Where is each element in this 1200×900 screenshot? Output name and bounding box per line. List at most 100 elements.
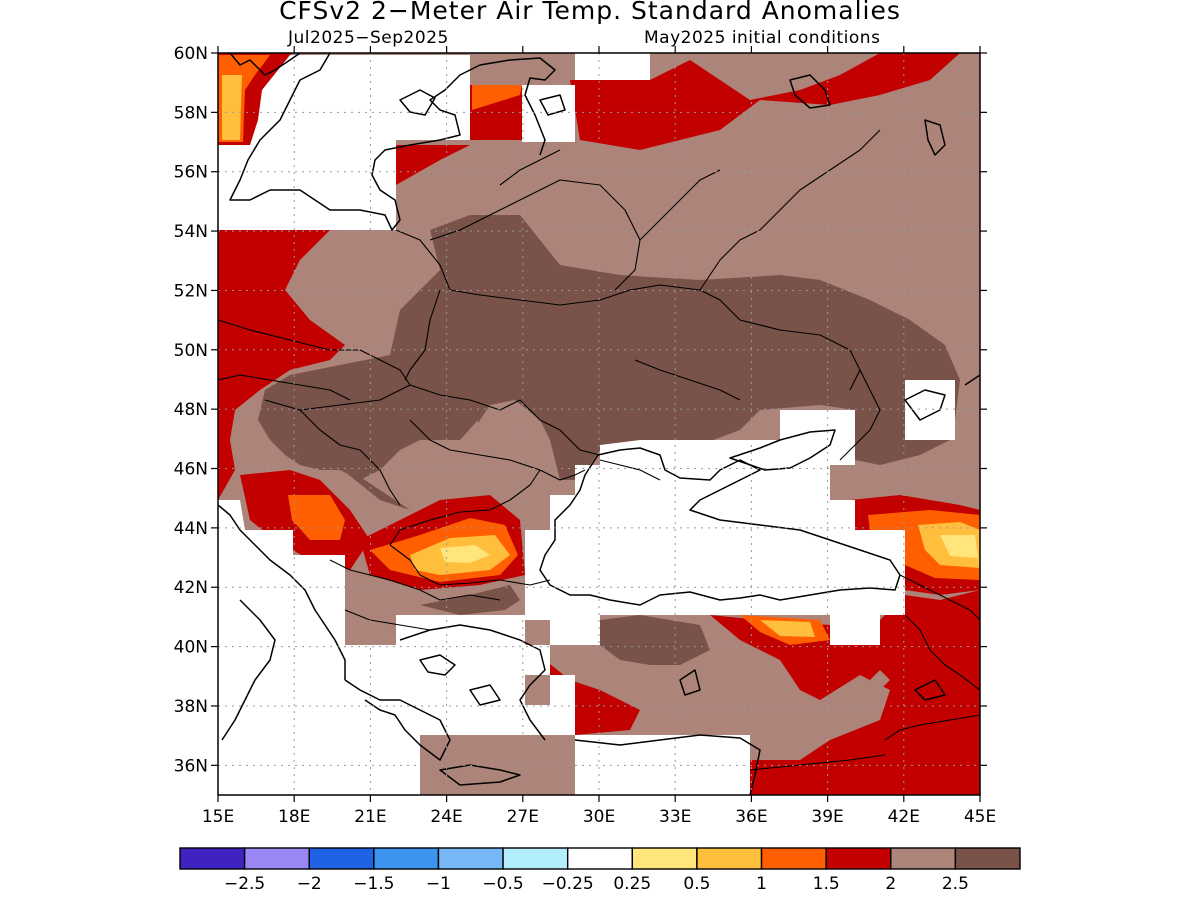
map-title: CFSv2 2−Meter Air Temp. Standard Anomali… xyxy=(279,0,901,25)
lon-tick-label: 24E xyxy=(430,807,462,827)
lat-tick-label: 56N xyxy=(174,163,208,183)
anomaly-region-1.5-to-2 xyxy=(885,720,980,795)
lon-tick-label: 18E xyxy=(278,807,310,827)
colorbar-label: −2 xyxy=(297,874,322,894)
anomaly-region-near-zero xyxy=(218,55,470,230)
lat-tick-label: 38N xyxy=(174,697,208,717)
norway-coast xyxy=(229,53,301,76)
country-border xyxy=(389,544,551,586)
lat-tick-label: 44N xyxy=(174,519,208,539)
lat-tick-label: 40N xyxy=(174,638,208,658)
country-border xyxy=(904,614,980,691)
lat-tick-label: 52N xyxy=(174,281,208,301)
anomaly-region-near-zero xyxy=(522,85,575,142)
lat-tick-label: 50N xyxy=(174,341,208,361)
colorbar-swatch xyxy=(696,847,763,870)
italy-coast xyxy=(221,599,276,741)
lon-tick-label: 33E xyxy=(659,807,691,827)
country-border xyxy=(389,469,541,546)
anomaly-fill-layer xyxy=(218,53,980,795)
lat-tick-label: 48N xyxy=(174,400,208,420)
anomaly-region-0.25-to-0.5 xyxy=(940,535,978,558)
anomaly-region-1.5-to-2 xyxy=(570,53,960,150)
lat-tick-label: 60N xyxy=(174,44,208,64)
island-coast xyxy=(419,654,456,676)
country-border xyxy=(884,714,980,741)
baltic-coast xyxy=(229,53,556,231)
coastline-layer xyxy=(218,53,980,795)
country-border xyxy=(749,754,886,771)
anomaly-region-near-zero xyxy=(575,735,750,795)
country-border xyxy=(699,129,881,291)
lake-coast xyxy=(914,679,946,701)
lat-tick-label: 42N xyxy=(174,578,208,598)
caspian-coast xyxy=(964,374,980,386)
lon-tick-label: 36E xyxy=(735,807,767,827)
anomaly-region-near-zero xyxy=(470,53,650,80)
colorbar-label: 1.5 xyxy=(813,874,840,894)
country-border xyxy=(899,574,980,621)
forecast-period: Jul2025−Sep2025 xyxy=(288,28,449,48)
saaremaa-coast xyxy=(539,94,566,116)
lon-tick-label: 15E xyxy=(202,807,234,827)
colorbar-swatch xyxy=(308,847,375,870)
anomaly-region-1.5-to-2 xyxy=(396,145,470,185)
country-border xyxy=(839,369,881,461)
colorbar-label: −1 xyxy=(426,874,451,894)
country-borders-layer xyxy=(218,129,980,771)
anomaly-region-2-to-2.5 xyxy=(460,420,478,440)
lat-tick-label: 46N xyxy=(174,460,208,480)
river xyxy=(634,359,741,401)
azov-coast xyxy=(729,429,836,471)
colorbar-label: −0.5 xyxy=(482,874,523,894)
lat-tick-label: 54N xyxy=(174,222,208,242)
lat-tick-label: 36N xyxy=(174,756,208,776)
colorbar-swatch xyxy=(243,847,310,870)
lon-tick-label: 45E xyxy=(964,807,996,827)
colorbar-label: −0.25 xyxy=(542,874,594,894)
lon-tick-label: 30E xyxy=(583,807,615,827)
lon-tick-label: 39E xyxy=(811,807,843,827)
colorbar-swatch xyxy=(437,847,504,870)
colorbar-swatch xyxy=(179,847,246,870)
anomaly-region-above-2.5 xyxy=(258,215,960,480)
anomaly-region-0.5-to-1 xyxy=(222,75,242,140)
colorbar-swatch xyxy=(760,847,827,870)
lake-coast xyxy=(679,669,701,696)
map-gridlines xyxy=(218,53,980,795)
colorbar-label: 0.25 xyxy=(613,874,651,894)
map-axes: 60N 58N 56N 54N 52N 50N 48N 46N 44N 42N 40N 38N 36N 1… xyxy=(174,44,997,827)
gotland-coast xyxy=(399,89,436,116)
anomaly-region-near-zero xyxy=(218,500,575,795)
anomaly-region-above-2.5 xyxy=(270,440,420,530)
colorbar-swatch xyxy=(825,847,892,870)
island-coast xyxy=(469,684,501,706)
lon-tick-label: 27E xyxy=(507,807,539,827)
anomaly-region-1-to-1.5 xyxy=(472,85,522,110)
country-border xyxy=(519,399,601,456)
colorbar-swatch xyxy=(890,847,957,870)
colorbar-label: −2.5 xyxy=(224,874,265,894)
colorbar-label: 2 xyxy=(885,874,896,894)
turkey-south-coast xyxy=(574,734,761,795)
colorbar-label: 0.5 xyxy=(683,874,710,894)
lake-coast xyxy=(789,74,831,109)
country-border xyxy=(429,179,641,291)
country-border xyxy=(329,559,501,601)
country-border xyxy=(639,169,721,241)
colorbar-label: 1 xyxy=(756,874,767,894)
adriatic-coast xyxy=(218,504,346,680)
country-border xyxy=(409,419,586,481)
colorbar: −2.5 −2 −1.5 −1 −0.5 −0.25 0.25 0.5 1 1.5 2 2.5 xyxy=(179,847,1021,894)
lon-tick-label: 42E xyxy=(888,807,920,827)
colorbar-label: 2.5 xyxy=(942,874,969,894)
colorbar-swatch xyxy=(954,847,1021,870)
country-border xyxy=(499,149,561,186)
country-border xyxy=(299,409,401,506)
greece-coast xyxy=(344,679,451,761)
anomaly-region-2-to-2.5 xyxy=(870,670,890,690)
country-border xyxy=(404,289,441,381)
anomaly-region-above-2.5 xyxy=(600,615,710,665)
colorbar-label: −1.5 xyxy=(353,874,394,894)
country-border xyxy=(395,229,861,391)
